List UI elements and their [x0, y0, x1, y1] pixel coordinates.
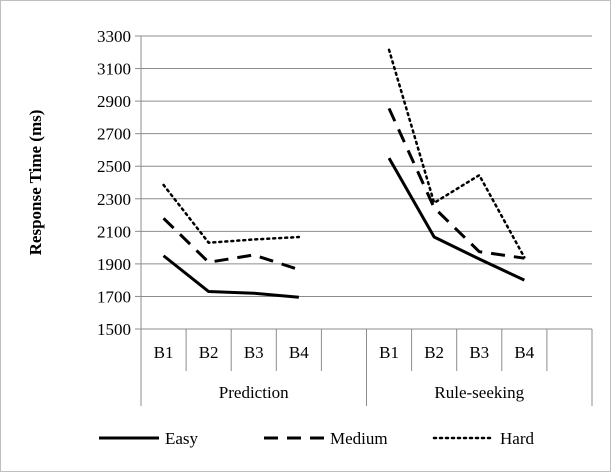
- legend-label-easy: Easy: [165, 429, 199, 448]
- y-tick-label: 1500: [97, 320, 131, 339]
- y-axis-title: Response Time (ms): [26, 110, 45, 256]
- y-tick-labels: 1500 1700 1900 2100 2300 2500 2700 2900 3100 3300: [97, 27, 131, 339]
- y-tick-label: 2500: [97, 157, 131, 176]
- axes: [135, 35, 593, 406]
- y-tick-label: 3100: [97, 60, 131, 79]
- y-tick-label: 1900: [97, 255, 131, 274]
- x-category-labels: B1 B2 B3 B4 Prediction B1 B2 B3 B4 Rule-seeking: [154, 343, 535, 402]
- x-category-label: B1: [379, 343, 399, 362]
- legend: Easy Medium Hard: [99, 429, 534, 448]
- x-category-label: B2: [424, 343, 444, 362]
- series-line-easy-rule-seeking: [387, 157, 525, 282]
- series-line-hard-prediction: [162, 183, 301, 244]
- y-tick-label: 2300: [97, 190, 131, 209]
- series-line-easy-prediction: [162, 254, 299, 299]
- series-line-medium-rule-seeking: [387, 107, 525, 260]
- x-category-label: B3: [469, 343, 489, 362]
- x-category-label: B4: [514, 343, 534, 362]
- series-lines: [162, 48, 526, 299]
- legend-label-hard: Hard: [500, 429, 534, 448]
- x-group-label: Rule-seeking: [434, 383, 524, 402]
- series-line-hard-rule-seeking: [387, 48, 526, 259]
- series-line-medium-prediction: [162, 217, 300, 272]
- y-tick-label: 2100: [97, 222, 131, 241]
- y-tick-label: 2900: [97, 92, 131, 111]
- x-category-label: B1: [154, 343, 174, 362]
- y-tick-label: 2700: [97, 125, 131, 144]
- legend-label-medium: Medium: [330, 429, 388, 448]
- x-category-label: B3: [244, 343, 264, 362]
- y-tick-label: 1700: [97, 287, 131, 306]
- x-group-label: Prediction: [219, 383, 289, 402]
- x-category-label: B2: [199, 343, 219, 362]
- grid-lines: [141, 35, 592, 330]
- x-category-label: B4: [289, 343, 309, 362]
- y-tick-label: 3300: [97, 27, 131, 46]
